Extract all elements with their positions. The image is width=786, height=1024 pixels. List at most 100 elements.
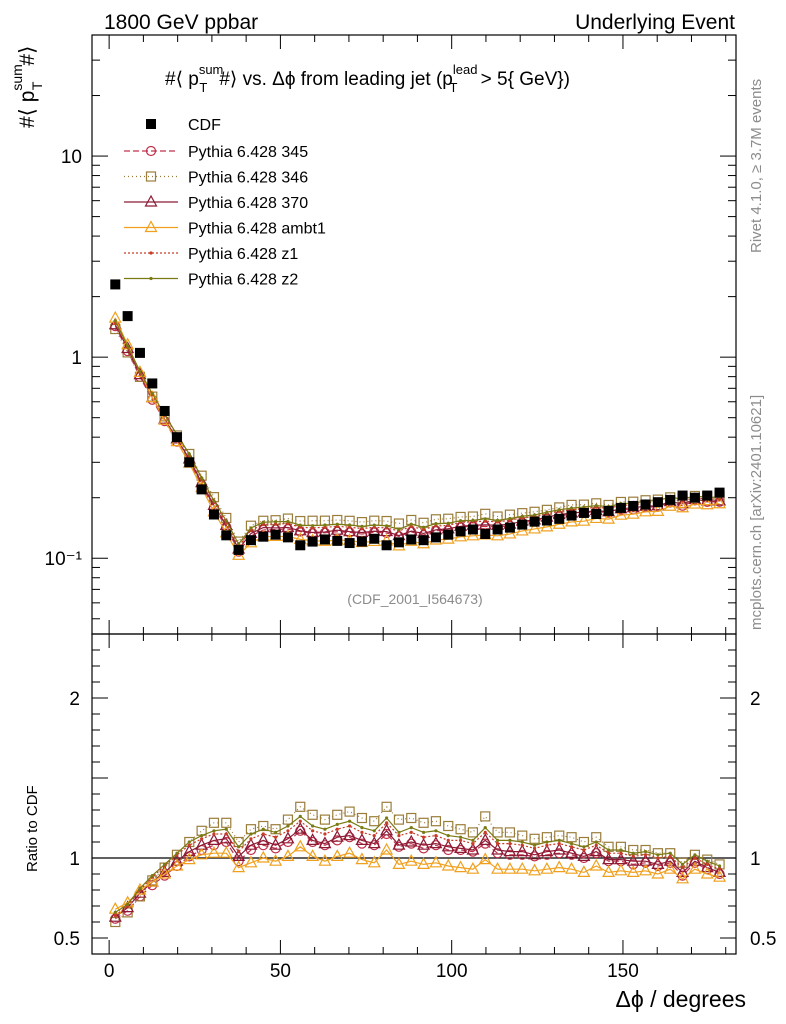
cdf-point bbox=[147, 378, 158, 389]
series-pythia-6-428-ambt1-ratio-point bbox=[133, 882, 147, 895]
series-pythia-6-428-346-ratio-line bbox=[114, 805, 720, 923]
series-pythia-6-428-370-ratio-point bbox=[219, 831, 233, 844]
header-left: 1800 GeV ppbar bbox=[104, 11, 258, 34]
series-pythia-6-428-ambt1-ratio-point bbox=[503, 861, 517, 874]
series-pythia-6-428-z2-ratio-point bbox=[458, 835, 463, 839]
series-pythia-6-428-z1-ratio-point bbox=[668, 854, 672, 859]
cdf-point bbox=[689, 492, 700, 503]
cdf-point bbox=[184, 457, 195, 468]
series-pythia-6-428-346-ratio-point bbox=[566, 832, 577, 843]
series-pythia-6-428-z1-ratio-point bbox=[495, 842, 500, 846]
cdf-point bbox=[566, 510, 577, 521]
cdf-point bbox=[381, 540, 392, 551]
series-pythia-6-428-z1-ratio-point bbox=[237, 850, 241, 854]
series-pythia-6-428-z1-ratio-point bbox=[705, 862, 709, 867]
series-pythia-6-428-z2-point bbox=[483, 517, 487, 521]
series-pythia-6-428-z1-ratio-point bbox=[397, 834, 401, 838]
series-pythia-6-428-346-ratio-point bbox=[369, 816, 380, 827]
rivet-version-label: Rivet 4.1.0, ≥ 3.7M events bbox=[748, 79, 765, 253]
series-pythia-6-428-z2-point bbox=[237, 542, 241, 546]
series-pythia-6-428-z2-ratio-point bbox=[372, 829, 376, 833]
series-pythia-6-428-z1-ratio-point bbox=[606, 851, 611, 855]
cdf-point bbox=[677, 490, 688, 501]
series-pythia-6-428-z1-ratio-point bbox=[298, 819, 302, 823]
series-pythia-6-428-346-ratio-point bbox=[110, 916, 121, 928]
legend-marker bbox=[144, 194, 158, 207]
series-pythia-6-428-z2-ratio-point bbox=[150, 874, 154, 878]
series-pythia-6-428-ambt1-ratio-point bbox=[158, 866, 172, 879]
series-pythia-6-428-z2-ratio-point bbox=[286, 824, 290, 828]
series-pythia-6-428-ambt1-point bbox=[540, 519, 554, 532]
series-pythia-6-428-370-ratio-point bbox=[589, 844, 603, 857]
series-pythia-6-428-345-ratio-point bbox=[393, 841, 405, 852]
series-pythia-6-428-z1-ratio-point bbox=[274, 835, 278, 839]
series-pythia-6-428-z1-point bbox=[483, 519, 487, 523]
series-pythia-6-428-370-ratio-point bbox=[281, 831, 295, 844]
y-tick-label: 10 bbox=[61, 147, 82, 168]
series-pythia-6-428-ambt1-ratio-point bbox=[293, 839, 307, 852]
series-pythia-6-428-370-ratio-point bbox=[108, 909, 122, 922]
series-pythia-6-428-ambt1-ratio-point bbox=[466, 861, 480, 874]
series-pythia-6-428-346-ratio-point bbox=[393, 814, 405, 825]
series-pythia-6-428-z2-ratio-point bbox=[138, 886, 142, 891]
series-pythia-6-428-z1-point bbox=[311, 526, 315, 530]
series-pythia-6-428-z2-ratio-point bbox=[557, 838, 561, 843]
legend-marker bbox=[145, 171, 157, 182]
series-pythia-6-428-z2-ratio-point bbox=[717, 864, 722, 868]
series-pythia-6-428-z2-ratio-point bbox=[335, 822, 339, 827]
series-pythia-6-428-z2-ratio-point bbox=[360, 826, 364, 830]
series-pythia-6-428-z2-ratio-point bbox=[200, 834, 204, 838]
series-pythia-6-428-370-ratio-point bbox=[158, 865, 172, 878]
cdf-point bbox=[171, 432, 182, 443]
series-pythia-6-428-345-ratio-point bbox=[307, 836, 318, 848]
series-pythia-6-428-z1-point bbox=[434, 524, 438, 528]
series-pythia-6-428-z2-ratio-point bbox=[298, 814, 302, 819]
legend-label: Pythia 6.428 370 bbox=[188, 195, 308, 212]
series-pythia-6-428-ambt1-ratio-point bbox=[170, 858, 184, 871]
series-pythia-6-428-370-ratio-point bbox=[429, 836, 443, 849]
series-pythia-6-428-ambt1-ratio-point bbox=[491, 861, 505, 874]
legend-label: Pythia 6.428 345 bbox=[188, 144, 308, 161]
title-sub2: T bbox=[449, 80, 457, 95]
header-right: Underlying Event bbox=[575, 11, 735, 34]
series-pythia-6-428-z2-ratio-point bbox=[693, 853, 697, 857]
series-pythia-6-428-z1-ratio-point bbox=[249, 837, 253, 841]
series-pythia-6-428-z2-ratio-point bbox=[619, 848, 623, 852]
series-pythia-6-428-ambt1-ratio-point bbox=[528, 863, 542, 876]
title-mid: #⟩ vs. Δϕ from leading jet (p bbox=[219, 69, 453, 90]
cdf-point bbox=[430, 532, 441, 543]
series-pythia-6-428-z2-ratio-point bbox=[631, 851, 635, 855]
series-pythia-6-428-346-ratio-point bbox=[344, 806, 355, 817]
series-pythia-6-428-370-ratio-point bbox=[602, 852, 616, 865]
axis-tick-labels: 0 50 100 150 10⁻¹ 1 10 0.5 0.5 1 1 2 2 bbox=[45, 147, 777, 982]
series-pythia-6-428-z2-ratio-point bbox=[187, 840, 191, 844]
series-pythia-6-428-346-ratio-point bbox=[504, 827, 516, 838]
series-pythia-6-428-z2-ratio-point bbox=[532, 843, 537, 847]
series-pythia-6-428-z1-ratio-point bbox=[224, 832, 228, 836]
series-pythia-6-428-z2-point bbox=[520, 514, 524, 518]
series-pythia-6-428-370-point bbox=[713, 493, 727, 506]
series-pythia-6-428-ambt1-ratio-point bbox=[478, 852, 492, 865]
series-pythia-6-428-ambt1-ratio-point bbox=[515, 861, 529, 874]
series-pythia-6-428-346-ratio-point bbox=[221, 817, 232, 828]
series-pythia-6-428-370-ratio-point bbox=[367, 836, 381, 849]
series-pythia-6-428-z1-ratio-point bbox=[656, 856, 660, 860]
series-pythia-6-428-z1-ratio-point bbox=[693, 856, 697, 860]
series-pythia-6-428-z1-ratio-point bbox=[680, 866, 685, 870]
series-pythia-6-428-z1-ratio-point bbox=[631, 854, 635, 859]
series-pythia-6-428-346-ratio-point bbox=[430, 816, 442, 827]
series-pythia-6-428-z2-ratio-point bbox=[421, 830, 426, 835]
cdf-point bbox=[702, 490, 713, 501]
series-pythia-6-428-ambt1-ratio-point bbox=[207, 845, 221, 858]
series-pythia-6-428-z2-ratio-point bbox=[323, 827, 327, 831]
series-pythia-6-428-z1-ratio-point bbox=[594, 843, 598, 847]
series-pythia-6-428-370-ratio-point bbox=[663, 853, 677, 866]
series-pythia-6-428-z1-point bbox=[360, 527, 364, 531]
series-pythia-6-428-370-ratio-point bbox=[688, 853, 702, 866]
ratio-y-tick-label-right: 0.5 bbox=[750, 929, 776, 950]
series-pythia-6-428-z2-ratio-point bbox=[224, 827, 228, 831]
series-pythia-6-428-346-ratio-point bbox=[517, 830, 528, 841]
series-pythia-6-428-z1-ratio-point bbox=[335, 827, 339, 831]
x-tick-label: 150 bbox=[607, 961, 639, 982]
